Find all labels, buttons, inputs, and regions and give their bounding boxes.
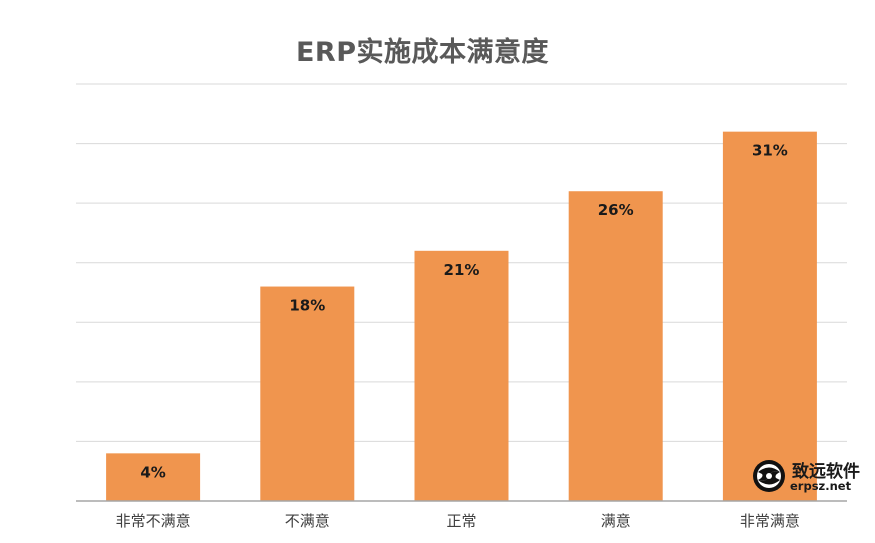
x-tick-label: 非常满意 [740, 512, 800, 530]
data-labels: 4% 18% 21% 26% 31% [140, 142, 787, 482]
watermark-url: erpsz.net [790, 479, 852, 493]
data-label: 4% [140, 463, 165, 481]
x-tick-label: 不满意 [285, 512, 330, 530]
watermark: 致远软件 erpsz.net [752, 457, 864, 497]
bar-2 [260, 286, 355, 501]
data-label: 18% [289, 297, 325, 315]
x-tick-label: 非常不满意 [116, 512, 191, 530]
bar-3 [414, 250, 509, 501]
globe-logo-icon [753, 460, 785, 492]
x-tick-label: 满意 [601, 512, 631, 530]
bar-5 [722, 131, 817, 501]
bar-4 [568, 191, 663, 501]
x-tick-label: 正常 [446, 512, 476, 530]
chart-title: ERP实施成本满意度 [295, 37, 550, 68]
x-axis: 非常不满意 不满意 正常 满意 非常满意 [76, 500, 847, 530]
data-label: 21% [444, 261, 480, 279]
bar-1 [106, 453, 201, 501]
data-label: 31% [752, 142, 788, 160]
data-label: 26% [598, 201, 634, 219]
bars [106, 131, 817, 501]
watermark-name: 致远软件 [792, 462, 860, 482]
